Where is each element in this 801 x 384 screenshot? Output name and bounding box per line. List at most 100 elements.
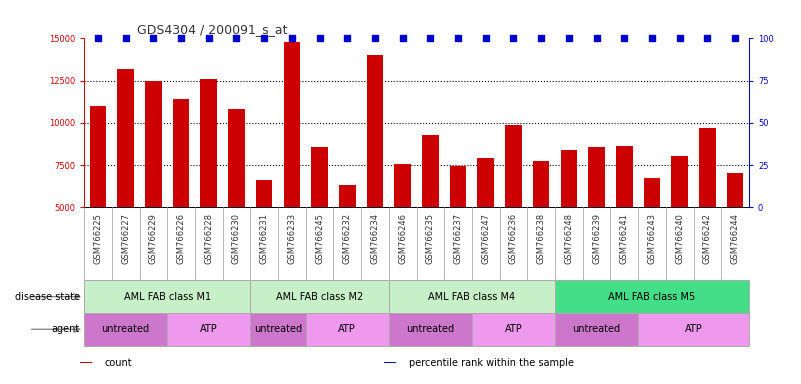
- Point: [175, 35, 187, 41]
- Text: GSM766226: GSM766226: [176, 213, 186, 264]
- Bar: [727, 173, 743, 207]
- Text: GSM766242: GSM766242: [703, 213, 712, 264]
- Point: [203, 35, 215, 41]
- Text: untreated: untreated: [102, 324, 150, 334]
- Bar: [90, 106, 107, 207]
- Bar: [117, 69, 134, 207]
- Point: [590, 35, 603, 41]
- Text: GSM766248: GSM766248: [565, 213, 574, 264]
- Text: ATP: ATP: [505, 324, 522, 334]
- Point: [452, 35, 465, 41]
- Bar: [472, 313, 555, 346]
- Bar: [384, 362, 396, 363]
- Point: [674, 35, 686, 41]
- Point: [230, 35, 243, 41]
- Text: GSM766239: GSM766239: [592, 213, 601, 264]
- Bar: [699, 128, 716, 207]
- Bar: [250, 313, 306, 346]
- Point: [701, 35, 714, 41]
- Point: [147, 35, 159, 41]
- Point: [424, 35, 437, 41]
- Bar: [450, 166, 466, 207]
- Text: GSM766247: GSM766247: [481, 213, 490, 264]
- Text: untreated: untreated: [573, 324, 621, 334]
- Text: count: count: [104, 358, 131, 368]
- Point: [396, 35, 409, 41]
- Bar: [80, 362, 92, 363]
- Bar: [84, 280, 250, 313]
- Bar: [339, 185, 356, 207]
- Text: GSM766227: GSM766227: [121, 213, 130, 264]
- Bar: [200, 79, 217, 207]
- Bar: [173, 99, 189, 207]
- Text: GSM766228: GSM766228: [204, 213, 213, 264]
- Bar: [84, 313, 167, 346]
- Text: AML FAB class M2: AML FAB class M2: [276, 291, 363, 302]
- Bar: [367, 55, 384, 207]
- Point: [91, 35, 104, 41]
- Text: GSM766229: GSM766229: [149, 213, 158, 264]
- Point: [618, 35, 630, 41]
- Bar: [145, 81, 162, 207]
- Text: GDS4304 / 200091_s_at: GDS4304 / 200091_s_at: [137, 23, 288, 36]
- Text: AML FAB class M1: AML FAB class M1: [123, 291, 211, 302]
- Point: [729, 35, 742, 41]
- Point: [479, 35, 492, 41]
- Bar: [505, 124, 521, 207]
- Bar: [533, 161, 549, 207]
- Text: untreated: untreated: [406, 324, 454, 334]
- Point: [368, 35, 381, 41]
- Text: agent: agent: [52, 324, 80, 334]
- Text: GSM766236: GSM766236: [509, 213, 518, 264]
- Text: ATP: ATP: [338, 324, 356, 334]
- Point: [258, 35, 271, 41]
- Bar: [167, 313, 250, 346]
- Bar: [555, 313, 638, 346]
- Text: GSM766241: GSM766241: [620, 213, 629, 264]
- Text: GSM766233: GSM766233: [288, 213, 296, 264]
- Point: [535, 35, 548, 41]
- Text: AML FAB class M5: AML FAB class M5: [608, 291, 695, 302]
- Point: [341, 35, 354, 41]
- Text: GSM766243: GSM766243: [647, 213, 657, 264]
- Text: GSM766245: GSM766245: [315, 213, 324, 264]
- Bar: [312, 147, 328, 207]
- Bar: [306, 313, 388, 346]
- Point: [646, 35, 658, 41]
- Text: untreated: untreated: [254, 324, 302, 334]
- Point: [285, 35, 298, 41]
- Bar: [256, 180, 272, 207]
- Bar: [588, 147, 605, 207]
- Point: [562, 35, 575, 41]
- Text: percentile rank within the sample: percentile rank within the sample: [409, 358, 574, 368]
- Text: GSM766240: GSM766240: [675, 213, 684, 264]
- Bar: [388, 313, 472, 346]
- Bar: [250, 280, 388, 313]
- Bar: [394, 164, 411, 207]
- Text: GSM766246: GSM766246: [398, 213, 407, 264]
- Bar: [388, 280, 555, 313]
- Point: [119, 35, 132, 41]
- Text: GSM766237: GSM766237: [453, 213, 462, 264]
- Bar: [644, 178, 660, 207]
- Point: [313, 35, 326, 41]
- Bar: [616, 146, 633, 207]
- Text: GSM766232: GSM766232: [343, 213, 352, 264]
- Bar: [422, 135, 439, 207]
- Point: [507, 35, 520, 41]
- Text: GSM766230: GSM766230: [232, 213, 241, 264]
- Text: GSM766235: GSM766235: [426, 213, 435, 264]
- Bar: [477, 158, 494, 207]
- Text: AML FAB class M4: AML FAB class M4: [429, 291, 516, 302]
- Bar: [228, 109, 245, 207]
- Bar: [561, 150, 578, 207]
- Text: GSM766238: GSM766238: [537, 213, 545, 264]
- Text: ATP: ATP: [200, 324, 218, 334]
- Text: GSM766234: GSM766234: [371, 213, 380, 264]
- Bar: [638, 313, 749, 346]
- Text: disease state: disease state: [15, 291, 80, 302]
- Bar: [284, 42, 300, 207]
- Bar: [555, 280, 749, 313]
- Text: GSM766225: GSM766225: [94, 213, 103, 264]
- Text: GSM766244: GSM766244: [731, 213, 739, 264]
